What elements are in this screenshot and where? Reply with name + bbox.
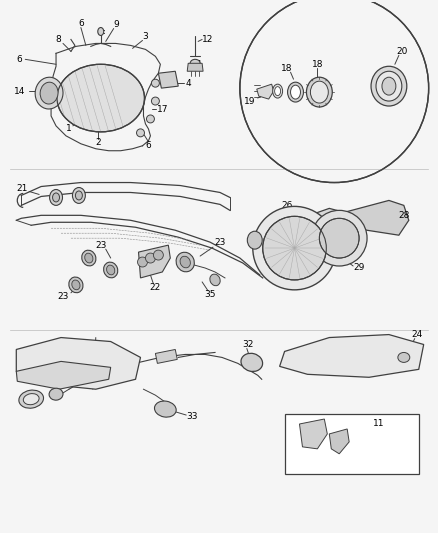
Circle shape bbox=[137, 129, 145, 137]
Polygon shape bbox=[187, 63, 203, 71]
Ellipse shape bbox=[288, 82, 304, 102]
Ellipse shape bbox=[210, 274, 220, 286]
Text: 23: 23 bbox=[214, 238, 226, 247]
Polygon shape bbox=[159, 71, 178, 88]
Circle shape bbox=[153, 250, 163, 260]
Ellipse shape bbox=[106, 265, 115, 275]
Circle shape bbox=[311, 211, 367, 266]
Ellipse shape bbox=[98, 28, 104, 36]
Ellipse shape bbox=[398, 352, 410, 362]
Text: 22: 22 bbox=[150, 284, 161, 293]
Text: 20: 20 bbox=[396, 47, 407, 56]
Circle shape bbox=[152, 97, 159, 105]
Ellipse shape bbox=[35, 77, 63, 109]
Polygon shape bbox=[307, 208, 349, 242]
Polygon shape bbox=[329, 429, 349, 454]
Ellipse shape bbox=[49, 190, 63, 205]
Text: 24: 24 bbox=[411, 330, 422, 339]
Ellipse shape bbox=[382, 77, 396, 95]
Text: 1: 1 bbox=[66, 124, 72, 133]
Ellipse shape bbox=[69, 277, 83, 293]
Ellipse shape bbox=[75, 191, 82, 200]
Ellipse shape bbox=[311, 81, 328, 103]
Ellipse shape bbox=[49, 388, 63, 400]
FancyBboxPatch shape bbox=[285, 414, 419, 474]
Text: 30: 30 bbox=[280, 270, 291, 279]
Ellipse shape bbox=[155, 401, 176, 417]
Ellipse shape bbox=[40, 82, 58, 104]
Text: 23: 23 bbox=[57, 292, 69, 301]
Circle shape bbox=[263, 216, 326, 280]
Text: 12: 12 bbox=[202, 35, 214, 44]
Ellipse shape bbox=[72, 280, 80, 290]
Polygon shape bbox=[257, 84, 274, 99]
Polygon shape bbox=[279, 335, 424, 377]
Text: 32: 32 bbox=[242, 340, 254, 349]
Text: 17: 17 bbox=[157, 104, 168, 114]
Ellipse shape bbox=[176, 252, 194, 272]
Text: 14: 14 bbox=[14, 87, 25, 95]
Text: 35: 35 bbox=[204, 290, 216, 300]
Text: 2: 2 bbox=[95, 138, 101, 147]
Ellipse shape bbox=[57, 64, 145, 132]
Text: 4: 4 bbox=[195, 60, 201, 69]
Text: 9: 9 bbox=[114, 20, 120, 29]
Circle shape bbox=[319, 219, 359, 258]
Text: 6: 6 bbox=[16, 55, 22, 64]
Text: 3: 3 bbox=[143, 32, 148, 41]
Polygon shape bbox=[300, 419, 327, 449]
Polygon shape bbox=[16, 361, 111, 389]
Ellipse shape bbox=[190, 59, 200, 67]
Text: 28: 28 bbox=[398, 211, 410, 220]
Ellipse shape bbox=[371, 66, 407, 106]
Text: 11: 11 bbox=[373, 419, 385, 429]
Ellipse shape bbox=[82, 250, 96, 266]
Polygon shape bbox=[16, 337, 141, 389]
Text: 31: 31 bbox=[311, 270, 322, 279]
Ellipse shape bbox=[273, 84, 283, 98]
Circle shape bbox=[138, 257, 148, 267]
Text: 26: 26 bbox=[281, 201, 292, 210]
Ellipse shape bbox=[23, 393, 39, 405]
Ellipse shape bbox=[72, 188, 85, 204]
Text: 6: 6 bbox=[78, 19, 84, 28]
Text: 18: 18 bbox=[281, 64, 292, 73]
Ellipse shape bbox=[247, 231, 262, 249]
Text: 8: 8 bbox=[55, 35, 61, 44]
Circle shape bbox=[145, 253, 155, 263]
Text: 21: 21 bbox=[16, 184, 28, 193]
Circle shape bbox=[152, 79, 159, 87]
Ellipse shape bbox=[180, 256, 191, 268]
Text: 6: 6 bbox=[145, 141, 151, 150]
Ellipse shape bbox=[241, 353, 263, 372]
Ellipse shape bbox=[275, 87, 281, 95]
Ellipse shape bbox=[85, 253, 93, 263]
Ellipse shape bbox=[290, 85, 300, 99]
Ellipse shape bbox=[307, 77, 332, 107]
Circle shape bbox=[253, 206, 336, 290]
Text: 19: 19 bbox=[244, 96, 255, 106]
Text: 4: 4 bbox=[185, 79, 191, 87]
Polygon shape bbox=[155, 350, 177, 364]
Polygon shape bbox=[138, 245, 170, 278]
Circle shape bbox=[240, 0, 429, 182]
Text: 23: 23 bbox=[95, 240, 106, 249]
Text: 29: 29 bbox=[353, 263, 365, 272]
Ellipse shape bbox=[19, 390, 43, 408]
Text: 18: 18 bbox=[311, 60, 323, 69]
Ellipse shape bbox=[53, 193, 60, 202]
Circle shape bbox=[146, 115, 155, 123]
Ellipse shape bbox=[376, 71, 402, 101]
Polygon shape bbox=[344, 200, 409, 235]
Text: 33: 33 bbox=[187, 411, 198, 421]
Ellipse shape bbox=[104, 262, 118, 278]
